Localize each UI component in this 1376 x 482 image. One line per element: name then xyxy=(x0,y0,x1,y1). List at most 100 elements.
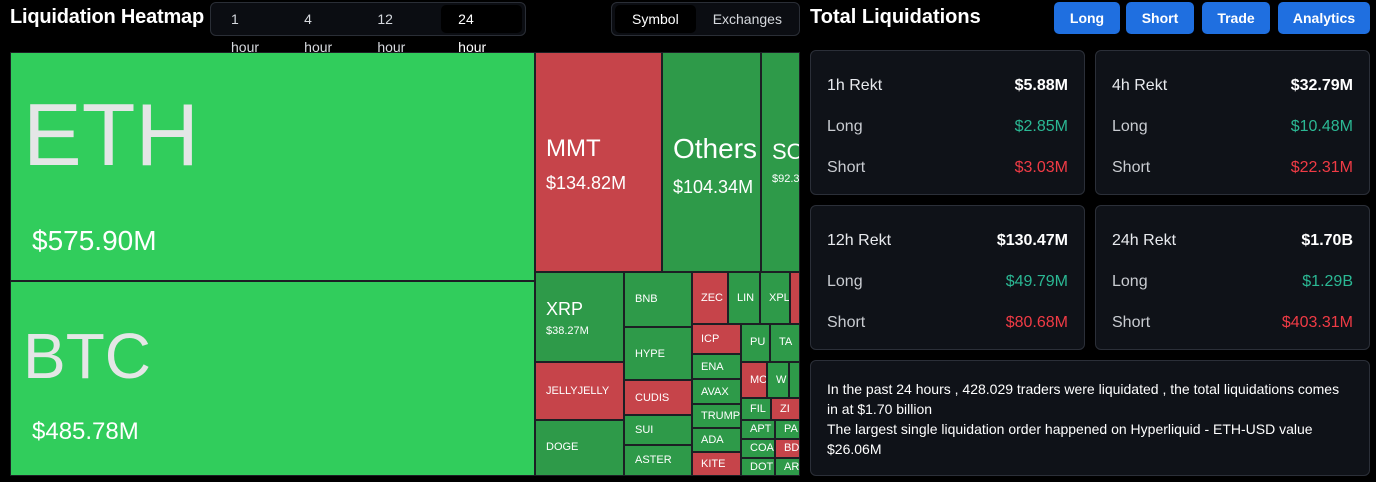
tile-symbol: SUI xyxy=(635,424,654,436)
tile-symbol: MO xyxy=(750,374,767,386)
card-long-value: $1.29B xyxy=(1302,273,1353,290)
tile-symbol: TRUMP xyxy=(701,410,741,422)
long-label: Long xyxy=(827,118,863,135)
tile-symbol: TA xyxy=(779,336,793,348)
analytics-button[interactable]: Analytics xyxy=(1278,2,1370,34)
tile-value: $38.27M xyxy=(546,325,589,337)
tile-ta[interactable]: TA xyxy=(770,324,800,362)
tile-symbol: W xyxy=(776,374,787,386)
tile-symbol: BNB xyxy=(635,293,658,305)
card-title: 12h Rekt xyxy=(827,232,892,249)
tile-unlabeled-green[interactable] xyxy=(789,362,800,398)
tile-zec[interactable]: ZEC xyxy=(692,272,728,324)
tile-apt[interactable]: APT xyxy=(741,420,775,439)
tile-symbol: JELLYJELLY xyxy=(546,385,610,397)
tile-symbol: FIL xyxy=(750,403,766,415)
card-short-value: $3.03M xyxy=(1014,159,1068,176)
tile-doge[interactable]: DOGE xyxy=(535,420,624,476)
tile-symbol: HYPE xyxy=(635,348,665,360)
tile-bd[interactable]: BD xyxy=(775,439,800,458)
tile-symbol: AVAX xyxy=(701,386,729,398)
tile-symbol: XRP xyxy=(546,299,584,319)
card-total: $130.47M xyxy=(996,232,1068,249)
trade-button[interactable]: Trade xyxy=(1202,2,1270,34)
liquidation-heatmap: ETH $575.90M BTC $485.78M MMT $134.82M O… xyxy=(10,52,800,476)
tile-ena[interactable]: ENA xyxy=(692,354,741,379)
tile-symbol: DOGE xyxy=(546,441,579,453)
tile-symbol: ENA xyxy=(701,361,724,373)
tile-value: $92.3 xyxy=(772,173,800,185)
card-total: $1.70B xyxy=(1301,232,1353,249)
long-button[interactable]: Long xyxy=(1054,2,1120,34)
card-long-value: $2.85M xyxy=(1014,118,1068,135)
tile-symbol: ZEC xyxy=(701,292,723,304)
tile-bnb[interactable]: BNB xyxy=(624,272,692,327)
tile-ar[interactable]: AR xyxy=(775,458,800,476)
tile-coa[interactable]: COA xyxy=(741,439,775,458)
tab-12-hour[interactable]: 12 hour xyxy=(377,11,406,55)
summary-largest-order: The largest single liquidation order hap… xyxy=(827,421,1313,457)
view-mode-tabs: Symbol Exchanges xyxy=(611,2,800,36)
card-title: 24h Rekt xyxy=(1112,232,1177,249)
card-total: $32.79M xyxy=(1290,77,1353,94)
tile-hype[interactable]: HYPE xyxy=(624,327,692,380)
tile-mmt[interactable]: MMT $134.82M xyxy=(535,52,662,272)
tile-symbol: PA xyxy=(784,423,798,435)
tile-lin[interactable]: LIN xyxy=(728,272,760,324)
tile-kite[interactable]: KITE xyxy=(692,452,741,476)
tile-avax[interactable]: AVAX xyxy=(692,379,741,404)
tile-btc[interactable]: BTC $485.78M xyxy=(10,281,535,476)
tile-symbol: PU xyxy=(750,336,766,348)
tile-symbol: BD xyxy=(784,442,800,454)
tile-ada[interactable]: ADA xyxy=(692,428,741,452)
tab-24-hour[interactable]: 24 hour xyxy=(441,5,522,55)
tab-4-hour[interactable]: 4 hour xyxy=(304,11,333,55)
tile-sol[interactable]: SO $92.3 xyxy=(761,52,800,272)
tile-symbol: APT xyxy=(750,423,772,435)
tile-symbol: LIN xyxy=(737,292,755,304)
tile-trump[interactable]: TRUMP xyxy=(692,404,741,428)
tile-cudis[interactable]: CUDIS xyxy=(624,380,692,415)
tile-jellyjelly[interactable]: JELLYJELLY xyxy=(535,362,624,420)
tile-sui[interactable]: SUI xyxy=(624,415,692,445)
tile-xpl[interactable]: XPL xyxy=(760,272,790,324)
tile-w[interactable]: W xyxy=(767,362,789,398)
tile-pa[interactable]: PA xyxy=(775,420,800,439)
tile-symbol: KITE xyxy=(701,458,726,470)
card-title: 4h Rekt xyxy=(1112,77,1168,94)
tile-symbol: XPL xyxy=(769,292,790,304)
tile-fil[interactable]: FIL xyxy=(741,398,771,420)
tile-value: $134.82M xyxy=(546,173,627,193)
time-range-tabs: 1 hour 4 hour 12 hour 24 hour xyxy=(210,2,526,55)
tile-symbol: AR xyxy=(784,461,800,473)
tile-mo[interactable]: MO xyxy=(741,362,767,398)
tile-symbol: Others xyxy=(673,133,758,164)
short-button[interactable]: Short xyxy=(1126,2,1194,34)
tile-symbol: CUDIS xyxy=(635,392,670,404)
long-label: Long xyxy=(1112,118,1148,135)
card-long-value: $10.48M xyxy=(1290,118,1353,135)
tile-pu[interactable]: PU xyxy=(741,324,770,362)
long-label: Long xyxy=(1112,273,1148,290)
card-short-value: $403.31M xyxy=(1281,314,1353,331)
tile-zr[interactable]: ZI xyxy=(771,398,800,420)
short-label: Short xyxy=(1112,314,1151,331)
tile-icp[interactable]: ICP xyxy=(692,324,741,354)
tile-others[interactable]: Others $104.34M xyxy=(662,52,761,272)
tile-symbol: ICP xyxy=(701,333,720,345)
tab-symbol[interactable]: Symbol xyxy=(615,5,696,33)
tile-eth[interactable]: ETH $575.90M xyxy=(10,52,535,281)
tile-aster[interactable]: ASTER xyxy=(624,445,692,476)
tile-dot[interactable]: DOT xyxy=(741,458,775,476)
card-long-value: $49.79M xyxy=(1005,273,1068,290)
short-label: Short xyxy=(827,159,866,176)
tab-exchanges[interactable]: Exchanges xyxy=(712,11,782,27)
tile-symbol: COA xyxy=(750,442,774,454)
tab-1-hour[interactable]: 1 hour xyxy=(231,11,260,55)
tile-unlabeled-red[interactable] xyxy=(790,272,800,324)
card-short-value: $80.68M xyxy=(1005,314,1068,331)
liquidation-summary: In the past 24 hours , 428.029 traders w… xyxy=(810,360,1370,476)
tile-xrp[interactable]: XRP $38.27M xyxy=(535,272,624,362)
tile-value: $485.78M xyxy=(32,418,139,445)
card-total: $5.88M xyxy=(1014,77,1068,94)
